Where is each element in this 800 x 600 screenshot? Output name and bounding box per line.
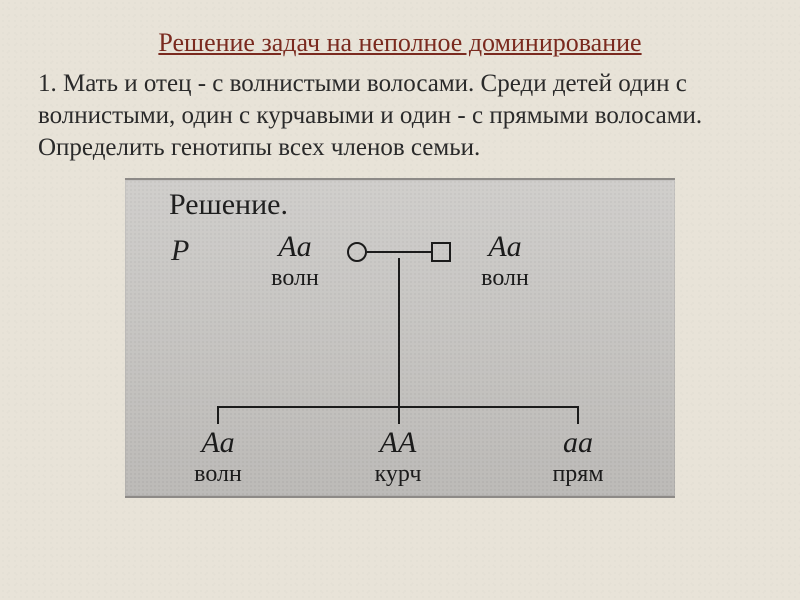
descent-line: [398, 258, 400, 408]
slide-title: Решение задач на неполное доминирование: [38, 28, 762, 58]
generation-p-label: P: [171, 234, 189, 268]
solution-diagram: Решение. P Aa волн Aa волн: [125, 178, 675, 498]
parent-mother: Aa волн: [240, 232, 350, 290]
offspring-1: Aa волн: [163, 428, 273, 486]
offspring-2-genotype: AA: [343, 428, 453, 458]
slide: Решение задач на неполное доминирование …: [0, 0, 800, 600]
pedigree-symbols: [347, 238, 467, 268]
task-text: 1. Мать и отец - с волнистыми волосами. …: [38, 68, 762, 164]
female-symbol-icon: [347, 242, 367, 262]
male-symbol-icon: [431, 242, 451, 262]
offspring-3-genotype: aa: [523, 428, 633, 458]
offspring-1-phenotype: волн: [163, 462, 273, 486]
parent-mother-genotype: Aa: [240, 232, 350, 262]
offspring-2-phenotype: курч: [343, 462, 453, 486]
parent-mother-phenotype: волн: [240, 266, 350, 290]
mating-line: [367, 251, 431, 253]
solution-container: Решение. P Aa волн Aa волн: [125, 178, 675, 498]
offspring-1-genotype: Aa: [163, 428, 273, 458]
offspring-3-phenotype: прям: [523, 462, 633, 486]
offspring-bracket: [217, 406, 579, 424]
solution-heading: Решение.: [169, 188, 288, 222]
offspring-2: AA курч: [343, 428, 453, 486]
parent-father-phenotype: волн: [450, 266, 560, 290]
offspring-3: aa прям: [523, 428, 633, 486]
